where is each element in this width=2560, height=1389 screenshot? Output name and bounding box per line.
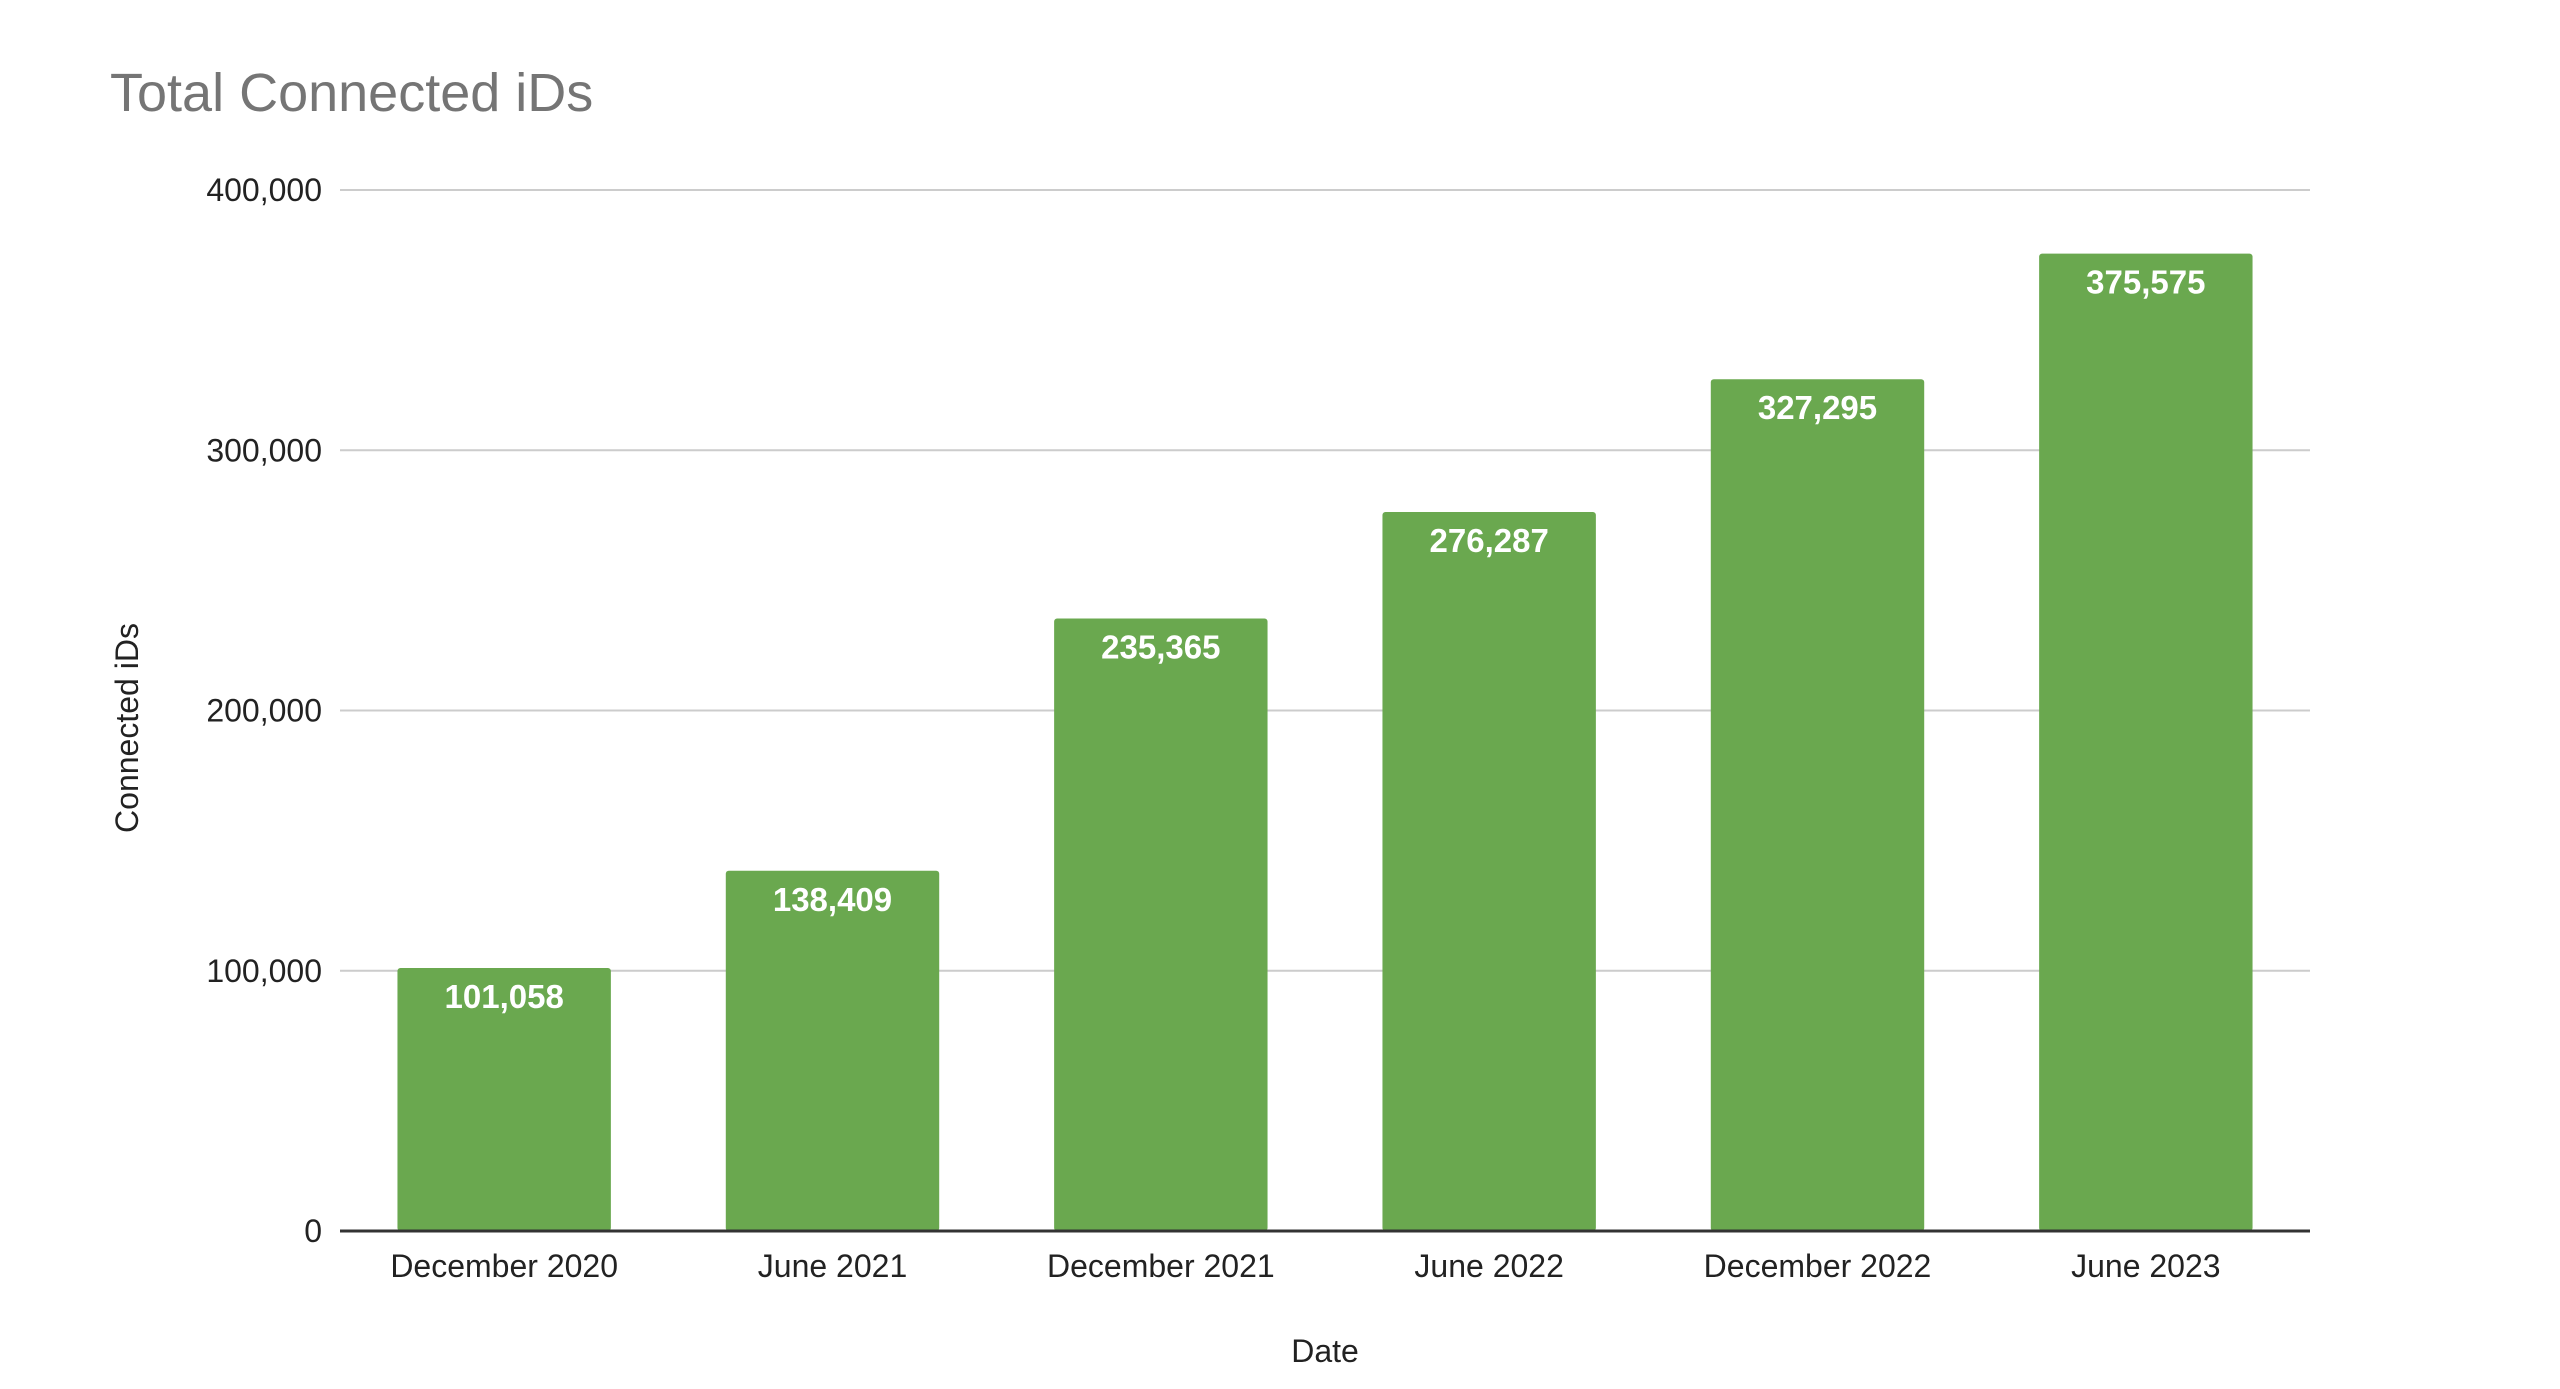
y-tick-label: 0 xyxy=(304,1213,322,1249)
data-label: 235,365 xyxy=(1101,628,1220,665)
x-tick-label: June 2021 xyxy=(758,1248,907,1284)
data-label: 327,295 xyxy=(1758,389,1877,426)
data-label: 375,575 xyxy=(2086,264,2205,301)
x-tick-label: December 2020 xyxy=(390,1248,618,1284)
y-tick-label: 100,000 xyxy=(206,953,322,989)
x-tick-label: December 2021 xyxy=(1047,1248,1275,1284)
bars xyxy=(397,253,2253,1232)
bar xyxy=(725,870,940,1231)
chart-title: Total Connected iDs xyxy=(110,63,594,123)
x-tick-label: June 2023 xyxy=(2071,1248,2220,1284)
axes: 0 100,000 200,000 300,000 400,000 December 20… xyxy=(206,172,2310,1284)
y-tick-label: 200,000 xyxy=(206,693,322,729)
y-tick-label: 400,000 xyxy=(206,172,322,208)
bar xyxy=(1054,618,1268,1231)
x-axis-title: Date xyxy=(1291,1333,1359,1369)
x-tick-label: June 2022 xyxy=(1414,1248,1563,1284)
data-label: 138,409 xyxy=(773,881,892,918)
data-label: 276,287 xyxy=(1430,522,1549,559)
data-labels: 101,058 138,409 235,365 276,287 327,295 375,5… xyxy=(445,264,2206,1015)
y-axis-title: Connected iDs xyxy=(109,623,145,833)
y-tick-label: 300,000 xyxy=(206,432,322,468)
x-tick-label: December 2022 xyxy=(1704,1248,1932,1284)
bar xyxy=(2039,253,2253,1232)
data-label: 101,058 xyxy=(445,978,564,1015)
bar xyxy=(1382,511,1596,1231)
gridlines xyxy=(340,189,2310,972)
bar xyxy=(1710,379,1925,1232)
bar xyxy=(397,967,611,1231)
